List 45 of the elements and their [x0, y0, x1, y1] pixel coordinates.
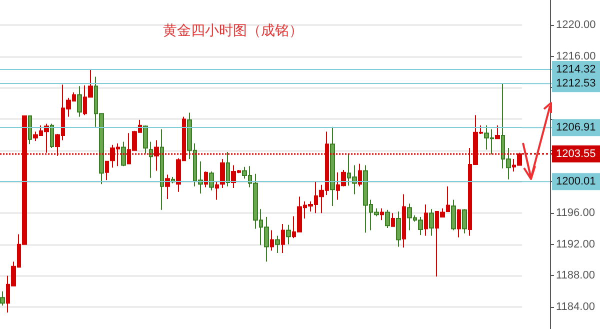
ref-line-label: 1212.53	[556, 78, 596, 90]
ref-line-label: 1200.01	[556, 176, 596, 188]
y-tick-label: 1216.00	[556, 50, 596, 62]
y-tick-label: 1220.00	[556, 19, 596, 32]
candlestick	[391, 212, 395, 227]
y-tick-label: 1184.00	[556, 301, 595, 314]
candlestick	[28, 115, 32, 145]
candlestick	[358, 163, 362, 187]
candlestick	[429, 208, 434, 236]
candlestick	[446, 186, 450, 212]
candlestick	[385, 209, 390, 228]
y-tick-label: 1196.00	[556, 207, 595, 220]
text: 黄金四小时图（成铭）	[163, 22, 303, 38]
candlestick	[160, 128, 164, 210]
candlestick	[77, 86, 82, 118]
candlestick	[286, 224, 291, 245]
candlestick	[215, 181, 219, 200]
ref-line-label: 1203.55	[556, 148, 596, 160]
candlestick	[50, 123, 54, 149]
y-tick-label: 1192.00	[556, 238, 595, 250]
candlestick	[220, 158, 225, 188]
candlestick	[143, 124, 148, 154]
y-tick-label: 1188.00	[556, 270, 595, 282]
candlestick	[402, 194, 406, 248]
candlestick	[165, 174, 170, 200]
ref-line-label: 1206.91	[556, 122, 596, 134]
candlestick	[424, 204, 428, 236]
candlestick	[270, 230, 274, 252]
candlestick	[105, 160, 109, 181]
candlestick	[204, 171, 208, 188]
candlestick	[275, 235, 280, 254]
candlestick	[457, 208, 461, 238]
candlestick	[462, 208, 467, 234]
candlestick	[396, 211, 401, 248]
candlestick	[495, 124, 500, 140]
ref-line-label: 1214.32	[556, 64, 596, 76]
candlestick	[121, 141, 126, 167]
candlestick	[0, 290, 5, 306]
candlestick	[380, 208, 384, 221]
candlestick	[209, 171, 214, 191]
candlestick	[330, 126, 335, 207]
candlestick	[281, 224, 285, 254]
candlestick	[451, 199, 456, 231]
candlestick	[149, 141, 153, 178]
candlestick	[226, 151, 230, 187]
